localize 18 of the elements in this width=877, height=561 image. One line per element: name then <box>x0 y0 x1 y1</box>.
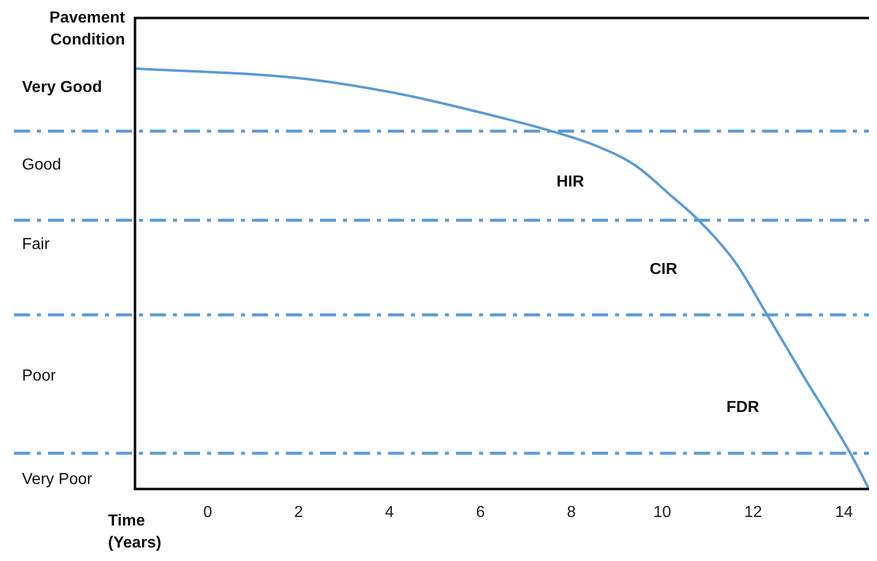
x-tick-label: 6 <box>476 504 485 522</box>
x-axis-title: Time (Years) <box>108 512 162 552</box>
text: Fair <box>22 236 50 253</box>
x-tick-label: 0 <box>203 504 212 522</box>
text: Poor <box>22 367 56 384</box>
text: Very Poor <box>22 470 93 488</box>
annotation: FDR <box>726 398 760 416</box>
annotation: CIR <box>650 260 678 278</box>
x-tick-label: 12 <box>744 504 762 522</box>
x-tick-label: 2 <box>294 504 304 522</box>
annotation: HIR <box>556 173 584 190</box>
text: Very Good <box>22 79 102 96</box>
x-tick-label: 10 <box>653 504 672 522</box>
x-tick-label: 4 <box>385 504 394 522</box>
text: Good <box>22 156 62 174</box>
y-axis-title: Pavement Condition <box>49 9 126 48</box>
x-tick-label: 8 <box>566 504 576 522</box>
x-tick-label: 14 <box>835 504 854 522</box>
